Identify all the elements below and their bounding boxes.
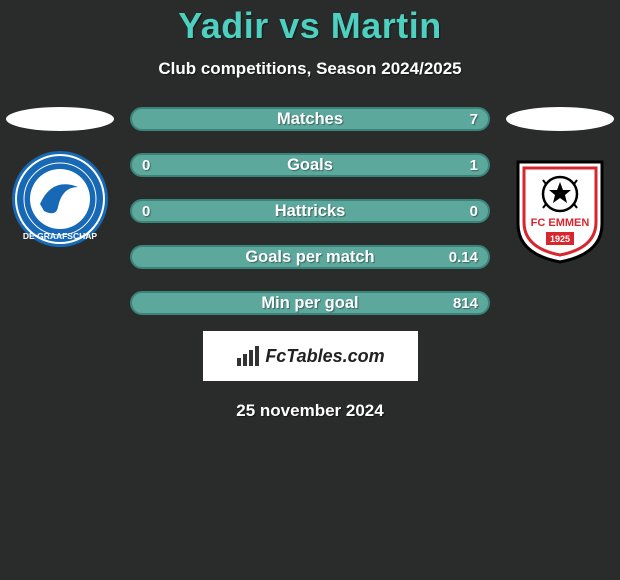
chart-icon [235, 344, 261, 368]
player-placeholder-right [506, 107, 614, 131]
stat-value-right: 7 [470, 111, 478, 128]
stat-bar: Hattricks 0 0 [130, 199, 490, 223]
stat-label: Goals per match [245, 248, 374, 267]
club-logo-right: FC EMMEN 1925 [510, 159, 610, 259]
page-title: Yadir vs Martin [0, 5, 620, 47]
date-text: 25 november 2024 [0, 401, 620, 421]
club-logo-left: DE GRAAFSCHAP [10, 149, 110, 249]
stats-column: Matches 7 Goals 0 1 Hattricks 0 0 Goals per matc… [120, 107, 500, 315]
comparison-card: Yadir vs Martin Club competitions, Seaso… [0, 0, 620, 421]
svg-text:1925: 1925 [550, 234, 570, 244]
fc-emmen-logo-icon: FC EMMEN 1925 [510, 154, 610, 264]
svg-text:DE GRAAFSCHAP: DE GRAAFSCHAP [23, 231, 97, 241]
left-column: DE GRAAFSCHAP [0, 107, 120, 249]
stat-bar: Min per goal 814 [130, 291, 490, 315]
stat-value-right: 0 [470, 203, 478, 220]
stat-bar: Goals per match 0.14 [130, 245, 490, 269]
stat-value-left: 0 [142, 157, 150, 174]
stat-label: Min per goal [261, 294, 358, 313]
right-column: FC EMMEN 1925 [500, 107, 620, 259]
main-row: DE GRAAFSCHAP Matches 7 Goals 0 1 Hattricks 0 0… [0, 107, 620, 315]
stat-value-left: 0 [142, 203, 150, 220]
watermark-badge: FcTables.com [203, 331, 418, 381]
stat-label: Hattricks [275, 202, 346, 221]
stat-value-right: 0.14 [449, 249, 478, 266]
stat-label: Goals [287, 156, 333, 175]
de-graafschap-logo-icon: DE GRAAFSCHAP [10, 149, 110, 249]
stat-label: Matches [277, 110, 343, 129]
stat-bar: Matches 7 [130, 107, 490, 131]
stat-value-right: 1 [470, 157, 478, 174]
stat-value-right: 814 [453, 295, 478, 312]
watermark-text: FcTables.com [265, 346, 384, 367]
svg-text:FC EMMEN: FC EMMEN [531, 217, 590, 229]
stat-bar: Goals 0 1 [130, 153, 490, 177]
subtitle: Club competitions, Season 2024/2025 [0, 59, 620, 79]
player-placeholder-left [6, 107, 114, 131]
